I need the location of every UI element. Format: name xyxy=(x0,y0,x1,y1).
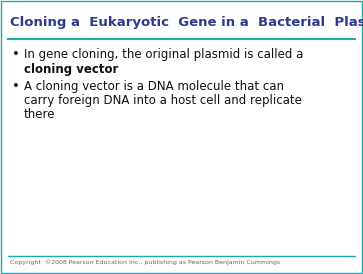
Text: carry foreign DNA into a host cell and replicate: carry foreign DNA into a host cell and r… xyxy=(24,94,302,107)
Text: cloning vector: cloning vector xyxy=(24,63,118,76)
Text: Cloning a  Eukaryotic  Gene in a  Bacterial  Plasmid: Cloning a Eukaryotic Gene in a Bacterial… xyxy=(10,16,363,29)
Text: In gene cloning, the original plasmid is called a: In gene cloning, the original plasmid is… xyxy=(24,48,307,61)
Text: •: • xyxy=(12,80,20,93)
Text: A cloning vector is a DNA molecule that can: A cloning vector is a DNA molecule that … xyxy=(24,80,284,93)
Text: there: there xyxy=(24,108,56,121)
Text: Copyright  ©2008 Pearson Education Inc., publishing as Pearson Benjamin Cummings: Copyright ©2008 Pearson Education Inc., … xyxy=(10,259,280,265)
Text: •: • xyxy=(12,48,20,61)
